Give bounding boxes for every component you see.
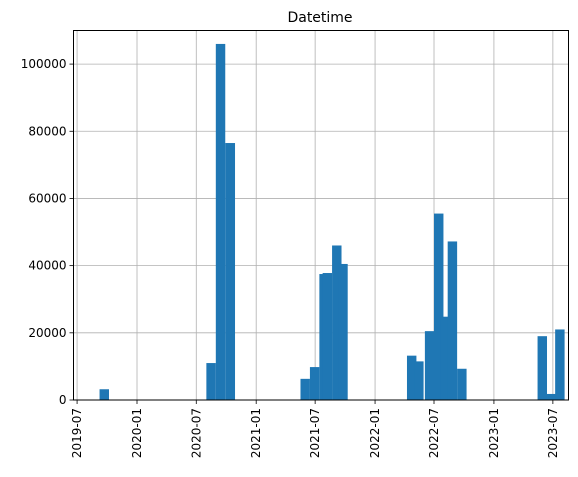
histogram-bar: [547, 394, 556, 400]
histogram-bar: [425, 331, 434, 400]
histogram-bar: [555, 329, 564, 400]
y-tick-label: 100000: [21, 57, 67, 71]
histogram-bar: [100, 389, 109, 400]
x-tick-label: 2023-07: [546, 408, 560, 458]
histogram-bar: [323, 273, 332, 400]
y-tick-label: 60000: [28, 191, 66, 205]
x-tick-label: 2019-07: [70, 408, 84, 458]
x-tick-label: 2020-01: [130, 408, 144, 458]
chart-title: Datetime: [287, 10, 352, 26]
x-tick-label: 2021-01: [249, 408, 263, 458]
x-tick-label: 2021-07: [308, 408, 322, 458]
y-tick-label: 80000: [28, 124, 66, 138]
histogram-bar: [206, 363, 215, 400]
x-tick-label: 2020-07: [189, 408, 203, 458]
histogram-bar: [225, 143, 235, 400]
x-tick-label: 2023-01: [487, 408, 501, 458]
histogram-bar: [300, 379, 309, 400]
histogram-bar: [338, 264, 347, 400]
histogram-bar: [414, 361, 423, 400]
histogram-bar: [216, 44, 225, 400]
bars-layer: [100, 44, 565, 400]
y-tick-label: 0: [59, 393, 67, 407]
x-tick-label: 2022-01: [368, 408, 382, 458]
x-tick-label: 2022-07: [427, 408, 441, 458]
histogram-bar: [538, 336, 547, 400]
histogram-bar: [448, 241, 457, 400]
histogram-bar: [310, 367, 319, 400]
y-tick-label: 40000: [28, 259, 66, 273]
histogram-bar: [457, 369, 466, 400]
y-tick-label: 20000: [28, 326, 66, 340]
